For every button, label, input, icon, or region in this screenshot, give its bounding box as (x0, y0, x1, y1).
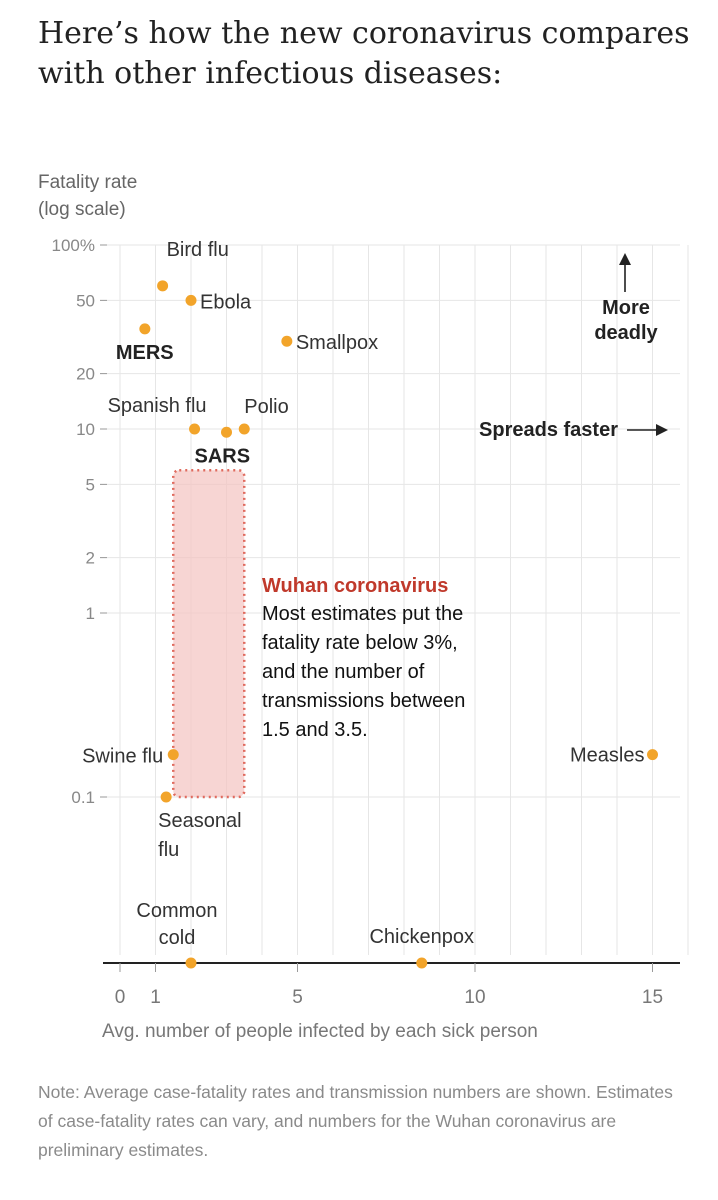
highlight-text-line: transmissions between (262, 690, 465, 712)
y-tick-label: 20 (76, 365, 95, 384)
highlight-region (172, 468, 246, 799)
label-common-cold: cold (159, 927, 196, 949)
x-tick-label: 15 (642, 987, 663, 1008)
point-spanish-flu (189, 423, 201, 435)
point-mers (139, 323, 151, 335)
highlight-text-line: and the number of (262, 661, 425, 683)
y-tick-label: 0.1 (71, 788, 95, 807)
grid-layer (100, 244, 689, 955)
x-tick-label: 10 (464, 987, 485, 1008)
point-smallpox (281, 335, 293, 347)
chart-note: Note: Average case-fatality rates and tr… (38, 1082, 673, 1160)
label-seasonal-flu: Seasonal (158, 810, 241, 832)
y-axis-label: Fatality rate (38, 172, 137, 193)
label-polio: Polio (244, 396, 288, 418)
highlight-title: Wuhan coronavirus (262, 575, 448, 597)
y-tick-label: 5 (86, 475, 95, 494)
y-tick-label: 10 (76, 420, 95, 439)
label-spanish-flu: Spanish flu (108, 395, 207, 417)
point-bird-flu (157, 280, 169, 292)
x-tick-label: 1 (150, 987, 161, 1008)
x-tick-label: 0 (115, 987, 126, 1008)
label-smallpox: Smallpox (296, 332, 378, 354)
point-ebola (185, 294, 197, 306)
highlight-text-line: Most estimates put the (262, 603, 463, 625)
y-tick-label: 100% (52, 236, 95, 255)
label-mers: MERS (116, 342, 174, 364)
point-chickenpox (416, 957, 428, 969)
point-swine-flu (167, 749, 179, 761)
points-layer (139, 280, 658, 969)
point-polio (238, 423, 250, 435)
highlight-layer (172, 468, 246, 799)
faster-arrow-head (656, 424, 668, 436)
label-sars: SARS (195, 445, 251, 467)
label-bird-flu: Bird flu (167, 239, 229, 261)
highlight-text-line: fatality rate below 3%, (262, 632, 458, 654)
y-tick-label: 1 (86, 604, 95, 623)
point-seasonal-flu (160, 791, 172, 803)
x-axis-label: Avg. number of people infected by each s… (102, 1021, 538, 1042)
annotation-more-deadly: deadly (594, 322, 658, 344)
highlight-text-line: 1.5 and 3.5. (262, 719, 368, 741)
deadly-arrow-head (619, 253, 631, 265)
y-tick-label: 50 (76, 291, 95, 310)
label-swine-flu: Swine flu (82, 746, 163, 768)
labels-layer: Wuhan coronavirus Most estimates put the f… (82, 239, 668, 949)
label-ebola: Ebola (200, 291, 252, 313)
point-sars (221, 426, 232, 438)
label-common-cold: Common (136, 900, 217, 922)
annotation-spreads-faster: Spreads faster (479, 419, 618, 441)
point-common-cold (185, 957, 197, 969)
label-chickenpox: Chickenpox (369, 926, 474, 948)
x-tick-label: 5 (292, 987, 303, 1008)
label-seasonal-flu: flu (158, 839, 179, 861)
label-measles: Measles (570, 745, 644, 767)
point-measles (647, 749, 658, 761)
chart-title: Here’s how the new coronavirus compares … (38, 16, 690, 91)
annotation-more-deadly: More (602, 297, 650, 319)
y-axis-label: (log scale) (38, 199, 126, 220)
y-tick-label: 2 (86, 549, 95, 568)
